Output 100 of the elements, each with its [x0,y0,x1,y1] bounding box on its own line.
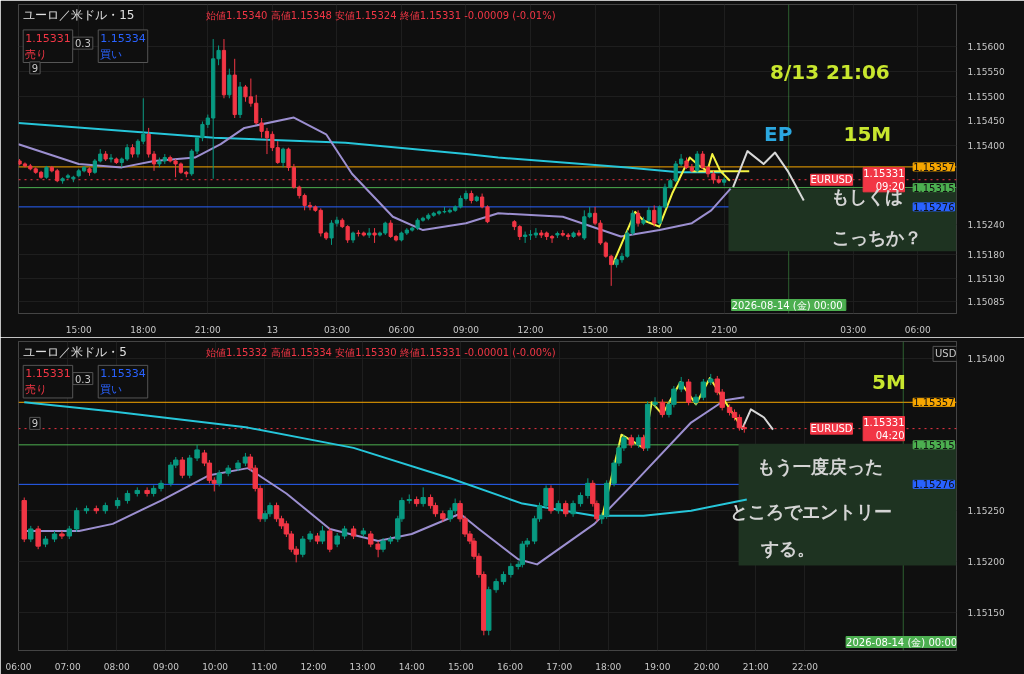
x-tick-label: 15:00 [65,324,92,335]
ref-line-label: 2026-08-14 (金) 00:00 [731,299,843,311]
x-tick-label: 15:00 [582,324,609,335]
annotation: USD [935,348,957,360]
candlestick [693,393,699,406]
text: 始値1.15340 高値1.15348 安値1.15324 終値1.15331 -0.00009 (-0.01%) [206,9,556,21]
line-series [18,116,732,238]
annotation: こっちか？ [831,227,922,249]
candlestick [73,507,80,533]
candlestick [187,454,193,479]
x-tick-label: 16:00 [497,661,524,672]
annotation: 0.3 [74,373,91,385]
x-tick-label: 08:00 [103,661,131,672]
x-tick-label: 09:00 [453,324,480,335]
annotation: 0.3 [74,38,91,50]
x-tick-label: 14:00 [398,661,425,672]
y-tick-label: 1.15550 [967,67,1005,78]
y-tick-label: 1.15085 [967,296,1005,307]
y-tick-label: 1.15250 [967,506,1005,517]
candlestick [659,398,666,418]
candlestick [523,231,528,244]
ref-line-label: 1.15357 [913,397,955,409]
line-series [18,121,726,174]
ref-line-label: 1.15315 [913,439,955,451]
ref-line-label: 1.15276 [913,479,955,491]
annotation: もう一度戻った [757,456,884,478]
y-tick-label: 1.15240 [967,220,1005,231]
candlestick [179,456,186,479]
annotation: 9 [31,418,39,430]
y-tick-label: 1.15180 [967,249,1005,260]
x-tick-label: 21:00 [711,324,738,335]
ref-line-label: 1.15331 04:20 [863,416,905,441]
x-tick-label: 13:00 [349,661,376,672]
x-tick-label: 18:00 [130,324,157,335]
x-tick-label: 15:00 [447,661,475,672]
y-tick-label: 1.15150 [967,607,1005,618]
x-tick-label: 21:00 [742,661,770,672]
candlestick [652,204,657,228]
candlestick [585,477,591,500]
candlestick [300,535,306,558]
x-tick-label: 07:00 [54,661,81,672]
candlestick [548,484,554,515]
x-tick-label: 13 [266,324,279,335]
candlestick [375,540,381,558]
candlestick [695,150,700,173]
annotation: 1.15331 売り [25,31,71,61]
candlestick [108,153,114,163]
x-tick-label: 18:00 [646,324,673,335]
line-series [732,150,805,202]
candlestick [440,510,446,523]
annotation: 15M [843,122,892,147]
ref-line-label: 1.15357 [913,161,955,173]
candlestick [700,378,707,401]
x-tick-label: 09:00 [152,661,180,672]
ref-line-label: 1.15276 [913,201,955,213]
candlestick [227,68,232,99]
annotation: EURUSD [810,423,853,435]
x-tick-label: 12:00 [300,661,327,672]
annotation: 8/13 21:06 [770,60,890,85]
text: 始値1.15332 高値1.15334 安値1.15330 終値1.15331 -0.00001 (-0.00%) [206,346,556,358]
annotation: ところでエントリー [730,500,893,522]
x-tick-label: 18:00 [595,661,622,672]
candlestick [685,378,692,406]
x-tick-label: 21:00 [194,324,222,335]
chart-title: ユーロ／米ドル・15 [23,8,135,23]
annotation: 1.15334 買い [100,31,146,61]
y-tick-label: 1.15450 [967,116,1005,127]
candlestick [59,530,65,540]
y-tick-label: 1.15400 [967,354,1005,365]
candlestick [273,502,280,523]
candlestick [144,486,150,498]
candlestick [327,527,333,553]
x-tick-label: 06:00 [904,324,932,335]
annotation: する。 [759,538,815,560]
annotation: 1.15331 売り [25,367,71,396]
x-tick-label: 17:00 [546,661,573,672]
candlestick [35,525,41,550]
x-tick-label: 22:00 [791,661,819,672]
x-tick-label: 06:00 [5,661,32,672]
y-tick-label: 1.15600 [967,42,1005,53]
y-tick-label: 1.15400 [967,141,1005,152]
chart-title: ユーロ／米ドル・5 [23,345,127,360]
candlestick [420,486,426,508]
x-tick-label: 10:00 [202,661,229,672]
ref-line-label: 2026-08-14 (金) 00:00 [846,636,958,648]
x-tick-label: 11:00 [251,661,278,672]
x-tick-label: 03:00 [840,324,867,335]
annotation: 5M [872,369,906,394]
y-tick-label: 1.15130 [967,274,1005,285]
annotation: EURUSD [810,174,853,186]
x-tick-label: 12:00 [517,324,544,335]
y-tick-label: 1.15500 [967,91,1005,102]
x-tick-label: 20:00 [693,661,720,672]
annotation: EP [764,122,793,147]
annotation: 1.15334 買い [100,367,146,396]
ref-line-label: 1.15315 [913,182,955,194]
x-tick-label: 03:00 [323,324,351,335]
candlestick [533,227,539,239]
annotation: 9 [31,62,39,74]
x-tick-label: 06:00 [388,324,415,335]
